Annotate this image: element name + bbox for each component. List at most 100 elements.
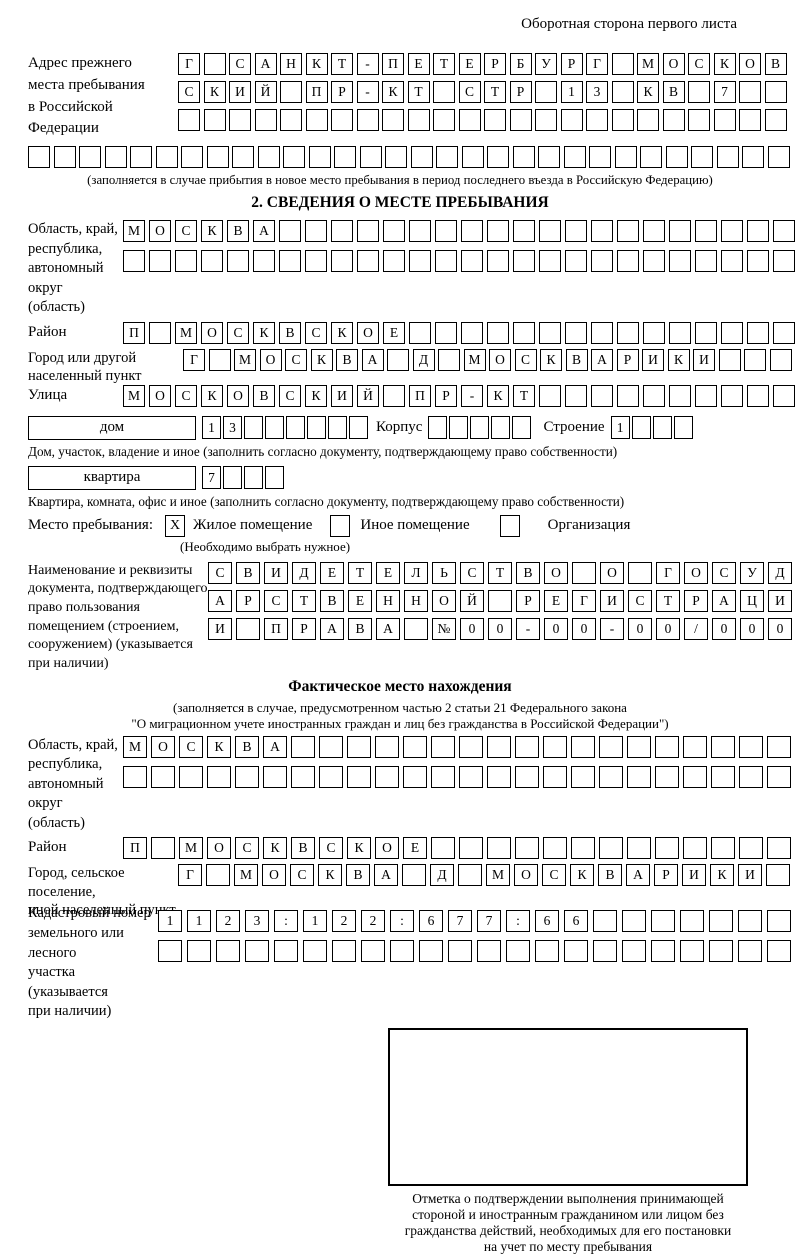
char-cell[interactable]: 0 <box>488 617 512 640</box>
char-cell[interactable]: К <box>637 81 659 103</box>
char-cell[interactable]: Т <box>292 589 316 612</box>
char-cell[interactable]: 6 <box>419 910 443 933</box>
char-cell[interactable] <box>538 146 560 168</box>
char-cell[interactable]: Г <box>178 864 202 887</box>
char-cell[interactable] <box>459 837 483 860</box>
char-cell[interactable]: В <box>565 348 588 371</box>
char-cell[interactable]: К <box>318 864 342 887</box>
char-cell[interactable]: И <box>600 589 624 612</box>
char-cell[interactable]: М <box>123 735 147 758</box>
char-cell[interactable] <box>711 837 735 860</box>
char-cell[interactable] <box>591 250 613 272</box>
char-cell[interactable] <box>747 384 769 407</box>
checkbox-organizatsiya[interactable] <box>499 514 520 537</box>
char-cell[interactable] <box>711 735 735 758</box>
char-cell[interactable]: Д <box>292 561 316 584</box>
char-cell[interactable] <box>487 321 509 344</box>
char-cell[interactable]: М <box>179 837 203 860</box>
char-cell[interactable] <box>385 146 407 168</box>
char-cell[interactable]: О <box>684 561 708 584</box>
char-cell[interactable]: 1 <box>560 81 583 103</box>
char-cell[interactable] <box>253 250 275 272</box>
char-cell[interactable]: Р <box>616 348 639 371</box>
char-cell[interactable] <box>721 220 743 242</box>
char-cell[interactable]: К <box>710 864 734 887</box>
char-cell[interactable]: Й <box>254 81 277 103</box>
char-cell[interactable] <box>688 81 710 103</box>
char-cell[interactable] <box>307 416 326 440</box>
char-cell[interactable]: В <box>291 837 315 860</box>
char-cell[interactable] <box>232 146 254 168</box>
char-cell[interactable] <box>436 146 458 168</box>
char-cell[interactable]: П <box>382 53 404 75</box>
char-cell[interactable] <box>512 416 532 440</box>
char-cell[interactable] <box>513 220 535 242</box>
char-cell[interactable] <box>216 940 240 963</box>
char-cell[interactable] <box>564 940 588 963</box>
char-cell[interactable]: Б <box>509 53 532 75</box>
char-cell[interactable] <box>187 940 211 963</box>
char-cell[interactable]: Р <box>684 589 708 612</box>
char-cell[interactable]: 1 <box>158 910 182 933</box>
char-cell[interactable]: Е <box>407 53 430 75</box>
char-cell[interactable]: А <box>376 617 400 640</box>
char-cell[interactable]: А <box>361 348 384 371</box>
char-cell[interactable]: М <box>463 348 486 371</box>
char-cell[interactable]: И <box>264 561 288 584</box>
char-cell[interactable]: № <box>432 617 456 640</box>
char-cell[interactable]: К <box>331 321 353 344</box>
char-cell[interactable]: О <box>227 384 249 407</box>
char-cell[interactable] <box>655 765 679 788</box>
char-cell[interactable]: Р <box>331 81 353 103</box>
char-cell[interactable]: С <box>179 735 203 758</box>
char-cell[interactable]: С <box>285 348 307 371</box>
char-cell[interactable] <box>104 146 127 168</box>
char-cell[interactable] <box>711 765 735 788</box>
char-cell[interactable] <box>431 837 455 860</box>
char-cell[interactable]: К <box>487 384 509 407</box>
char-cell[interactable] <box>357 220 379 242</box>
char-cell[interactable] <box>565 384 587 407</box>
char-cell[interactable]: 1 <box>610 416 630 440</box>
char-cell[interactable] <box>767 146 790 168</box>
char-cell[interactable]: О <box>544 561 568 584</box>
char-cell[interactable] <box>543 837 567 860</box>
char-cell[interactable] <box>669 321 691 344</box>
char-cell[interactable]: П <box>123 321 145 344</box>
char-cell[interactable]: : <box>390 910 414 933</box>
char-cell[interactable]: К <box>667 348 690 371</box>
char-cell[interactable] <box>305 250 327 272</box>
char-cell[interactable] <box>571 837 595 860</box>
char-cell[interactable] <box>470 416 490 440</box>
char-cell[interactable]: 6 <box>564 910 588 933</box>
char-cell[interactable]: С <box>290 864 314 887</box>
char-cell[interactable] <box>487 735 511 758</box>
char-cell[interactable] <box>691 146 713 168</box>
char-cell[interactable] <box>431 735 455 758</box>
char-cell[interactable]: П <box>264 617 288 640</box>
char-cell[interactable] <box>655 735 679 758</box>
char-cell[interactable] <box>721 384 743 407</box>
char-cell[interactable]: О <box>149 220 171 242</box>
char-cell[interactable] <box>375 765 399 788</box>
char-cell[interactable]: С <box>712 561 736 584</box>
char-cell[interactable]: : <box>506 910 530 933</box>
char-cell[interactable] <box>181 146 203 168</box>
char-cell[interactable] <box>565 250 587 272</box>
char-cell[interactable] <box>123 250 145 272</box>
char-cell[interactable] <box>515 735 539 758</box>
char-cell[interactable]: С <box>628 589 652 612</box>
char-cell[interactable]: С <box>514 348 537 371</box>
char-cell[interactable] <box>151 837 175 860</box>
char-cell[interactable] <box>208 348 231 371</box>
char-cell[interactable] <box>435 250 457 272</box>
char-cell[interactable] <box>291 765 315 788</box>
char-cell[interactable] <box>506 940 530 963</box>
char-cell[interactable]: 0 <box>768 617 792 640</box>
char-cell[interactable]: С <box>208 561 232 584</box>
char-cell[interactable] <box>459 765 483 788</box>
char-cell[interactable]: В <box>279 321 301 344</box>
char-cell[interactable] <box>279 250 301 272</box>
char-cell[interactable] <box>773 384 795 407</box>
char-cell[interactable] <box>448 940 472 963</box>
